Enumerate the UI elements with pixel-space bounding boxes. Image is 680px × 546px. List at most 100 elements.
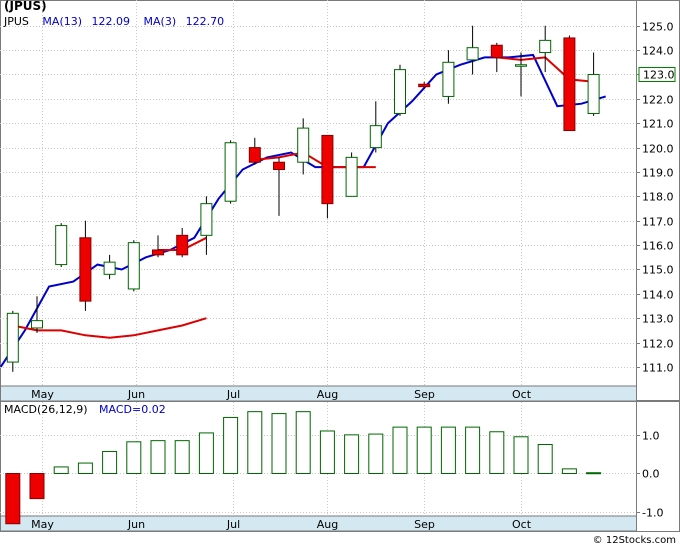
candle	[127, 240, 140, 292]
price-y-tick-label: 119.0	[642, 167, 674, 180]
candle	[176, 228, 189, 258]
macd-bar-positive	[368, 433, 384, 474]
macd-bar-positive	[561, 468, 577, 474]
legend-ticker: JPUS	[3, 15, 29, 28]
candle	[152, 235, 164, 258]
candle-body-down	[490, 44, 503, 58]
macd-bar-negative	[5, 472, 21, 525]
candle-body-up	[6, 312, 19, 363]
macd-bar-positive	[319, 430, 335, 474]
macd-bar-positive	[513, 436, 529, 474]
macd-x-tick-label: Oct	[512, 518, 532, 531]
price-y-tick-label: 112.0	[642, 338, 674, 351]
price-y-tick-label: 117.0	[642, 216, 674, 229]
candle	[79, 220, 92, 311]
legend-ma3-value: 122.70	[186, 15, 225, 28]
macd-bar-positive	[53, 466, 69, 474]
macd-x-tick-label: Jul	[226, 518, 240, 531]
candle-body-up	[369, 125, 382, 149]
candle	[6, 310, 19, 372]
macd-value-label: MACD=	[99, 403, 141, 416]
macd-bar-positive	[537, 444, 553, 474]
candle-body-up	[31, 320, 43, 329]
candle-body-up	[297, 127, 310, 163]
price-x-tick-label: Aug	[317, 388, 338, 401]
macd-x-tick-label: Sep	[414, 518, 435, 531]
candle	[200, 196, 213, 255]
macd-legend: MACD(26,12,9) MACD=0.02	[4, 403, 166, 416]
candle-body-down	[563, 37, 576, 132]
candle-body-up	[587, 73, 600, 114]
candle-body-up	[345, 156, 358, 197]
legend-ma13-label: MA(13)	[42, 15, 82, 28]
price-x-tick-label: May	[31, 388, 54, 401]
watermark: © 12Stocks.com	[593, 535, 676, 546]
candle	[539, 25, 552, 73]
candle	[466, 25, 479, 75]
candle	[103, 254, 116, 280]
candle-body-up	[515, 64, 527, 67]
candle-body-up	[103, 261, 116, 275]
macd-y-tick-label: 0.0	[642, 468, 660, 481]
macd-bar-negative	[29, 472, 45, 500]
macd-y-tick-label: -1.0	[642, 507, 663, 520]
candle	[563, 35, 576, 132]
price-legend: JPUS MA(13) 122.09 MA(3) 122.70	[3, 15, 224, 28]
candle-body-down	[321, 134, 334, 205]
macd-date-strip	[0, 515, 637, 532]
candle-body-down	[152, 249, 164, 256]
macd-bar-positive	[489, 431, 505, 474]
macd-bar-positive	[126, 441, 142, 474]
candle	[394, 64, 406, 116]
price-y-tick-label: 111.0	[642, 362, 674, 375]
macd-bar-positive	[416, 426, 432, 474]
candle-body-down	[273, 161, 285, 171]
macd-bar-positive	[440, 426, 456, 474]
macd-bar-positive	[392, 426, 408, 474]
candle	[490, 42, 503, 73]
macd-bar-positive	[223, 416, 239, 474]
candle	[345, 152, 358, 197]
candle	[442, 50, 455, 104]
candle-body-up	[55, 225, 68, 266]
price-y-tick-label: 125.0	[642, 21, 674, 34]
chart-title: (JPUS)	[4, 0, 47, 13]
price-y-tick-label: 118.0	[642, 191, 674, 204]
price-x-tick-label: Sep	[414, 388, 435, 401]
candle-body-up	[394, 69, 406, 114]
price-x-tick-label: Jul	[226, 388, 240, 401]
macd-x-tick-label: Jun	[127, 518, 145, 531]
price-x-tick-label: Jun	[127, 388, 145, 401]
candle	[31, 296, 43, 333]
macd-bar-positive	[344, 434, 360, 474]
ma3-line	[12, 317, 207, 339]
candle-body-up	[442, 61, 455, 97]
candle	[248, 137, 261, 165]
candle	[587, 52, 600, 116]
macd-value: 0.02	[141, 403, 166, 416]
candle-body-up	[539, 39, 552, 54]
candle	[321, 134, 334, 219]
candle-body-down	[248, 147, 261, 163]
legend-ma3-label: MA(3)	[144, 15, 177, 28]
price-y-tick-label: 116.0	[642, 240, 674, 253]
price-y-tick-label: 113.0	[642, 313, 674, 326]
macd-bar-positive	[271, 413, 287, 474]
price-x-tick-label: Oct	[512, 388, 532, 401]
legend-ma13-value: 122.09	[92, 15, 131, 28]
macd-x-tick-label: May	[31, 518, 54, 531]
macd-bar-positive	[77, 462, 93, 474]
candle	[55, 223, 68, 268]
price-y-tick-label: 121.0	[642, 118, 674, 131]
candle	[418, 81, 431, 90]
candle-body-down	[418, 83, 431, 88]
candle-body-up	[200, 203, 213, 236]
candle-body-up	[466, 47, 479, 61]
candle-body-down	[176, 234, 189, 256]
last-price-marker: 123.0	[638, 67, 676, 82]
candle	[273, 157, 285, 216]
macd-bar-positive	[102, 450, 118, 474]
candle	[515, 52, 527, 97]
macd-bar-positive	[174, 440, 190, 474]
